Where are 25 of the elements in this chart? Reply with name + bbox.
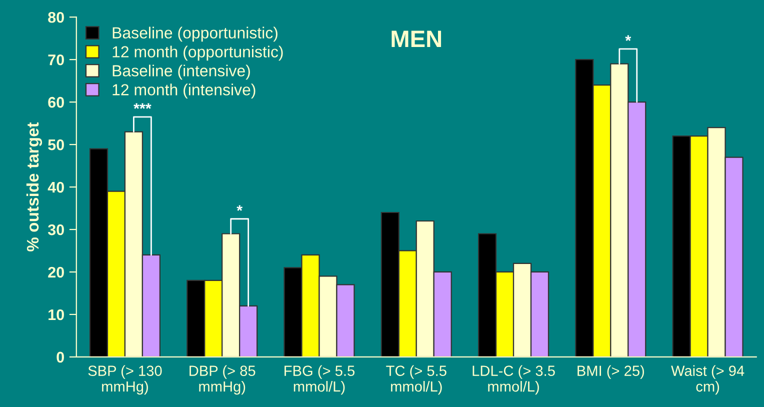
annotation: * (236, 205, 243, 211)
legend-label: Baseline (opportunistic) (112, 26, 278, 42)
legend-label: 12 month (opportunistic) (112, 46, 283, 61)
x-tick-label: BMI (> 25) (578, 365, 644, 379)
y-tick-label: 30 (48, 224, 64, 236)
legend-label: 12 month (intensive) (112, 84, 256, 99)
y-tick-label: 80 (48, 12, 64, 23)
annotation: * (625, 35, 632, 41)
legend-label: Baseline (intensive) (112, 64, 250, 80)
y-tick-label: 0 (56, 352, 64, 363)
x-tick-label: TC (> 5.5 mmol/L) (386, 365, 446, 395)
y-tick-label: 40 (48, 182, 64, 193)
x-tick-label: SBP (> 130 mmHg) (88, 365, 162, 395)
y-axis-title: % outside target (26, 122, 42, 252)
x-tick-label: LDL-C (> 3.5 mmol/L) (472, 365, 555, 395)
y-tick-label: 50 (48, 139, 64, 150)
chart-title: MEN (392, 30, 442, 47)
y-tick-label: 70 (48, 54, 64, 66)
x-tick-label: FBG (> 5.5 mmol/L) (284, 365, 354, 395)
y-tick-label: 60 (48, 96, 64, 108)
x-tick-label: Waist (> 94 cm) (671, 365, 744, 395)
y-tick-label: 20 (48, 266, 64, 278)
y-tick-label: 10 (48, 309, 64, 320)
x-tick-label: DBP (> 85 mmHg) (190, 365, 256, 395)
annotation: *** (134, 103, 152, 109)
